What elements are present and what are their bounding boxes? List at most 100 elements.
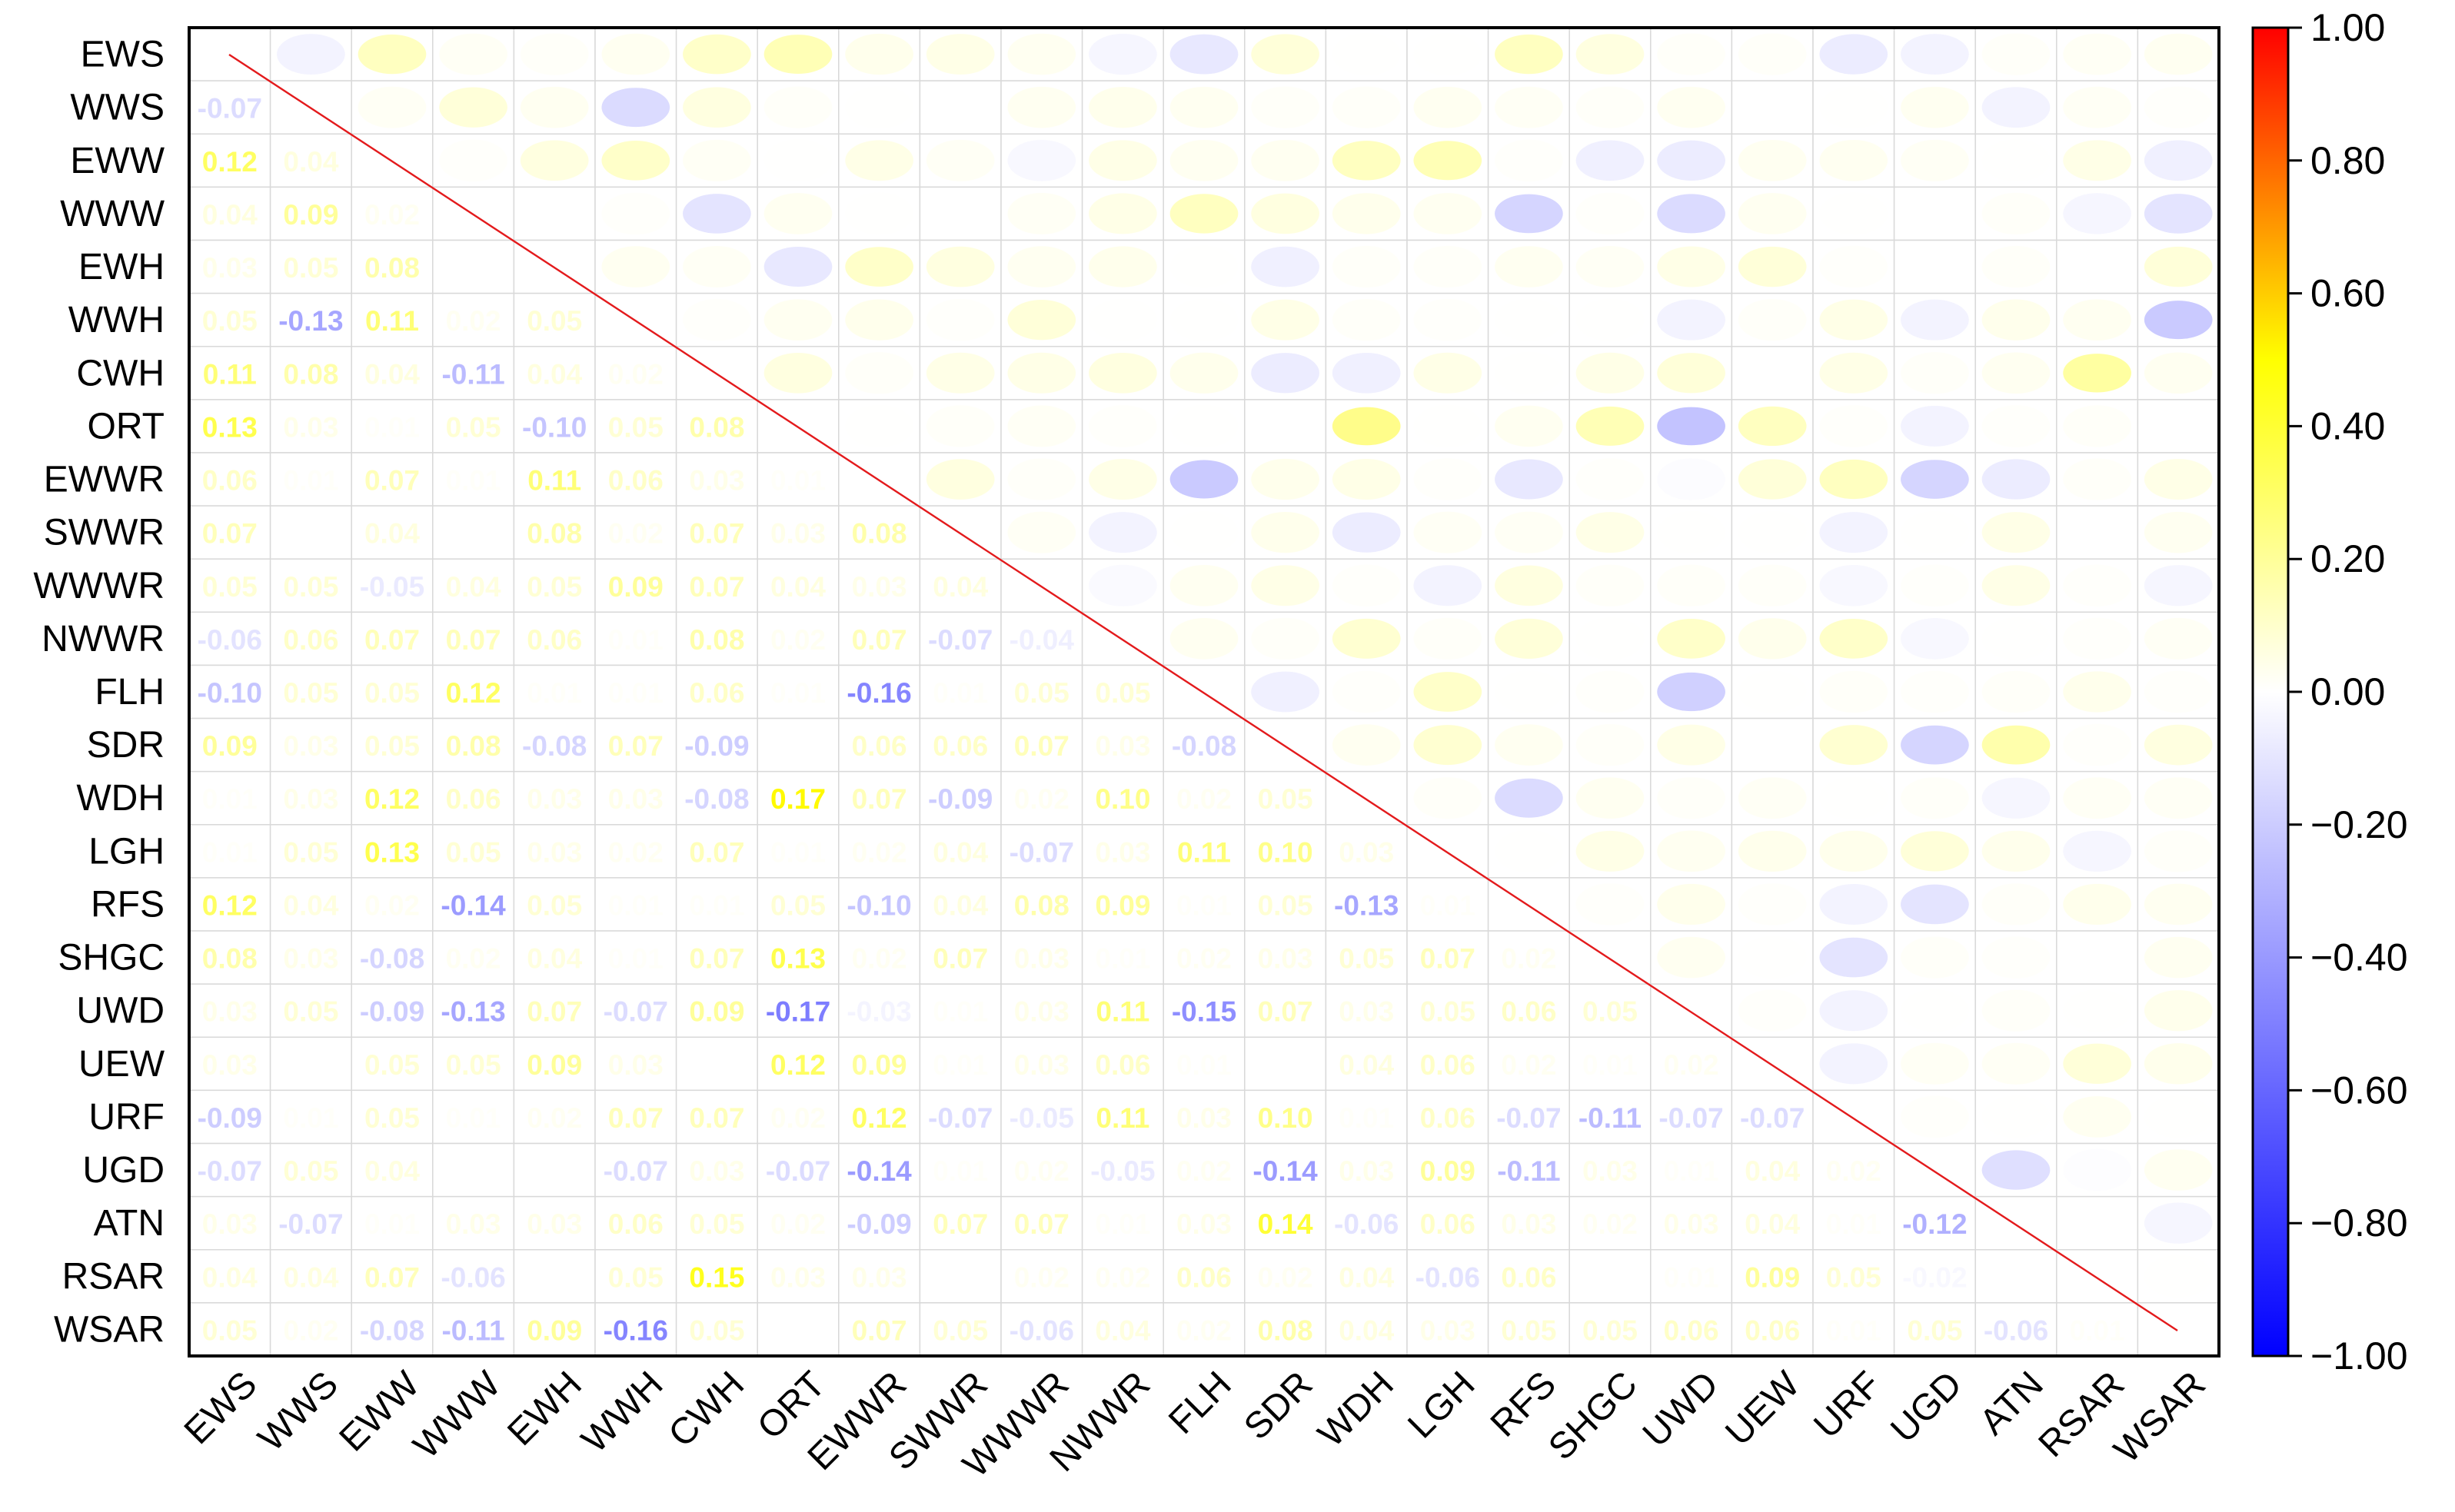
ellipse-SHGC-RSAR bbox=[2063, 935, 2131, 979]
ellipse-CWH-UGD bbox=[1901, 352, 1969, 394]
cell-SWWR-SDR bbox=[1244, 505, 1327, 560]
cell-RSAR-WSAR bbox=[2137, 1249, 2220, 1304]
value-UGD-WWW: 0.00 bbox=[446, 1155, 501, 1187]
ellipse-WWS-URF bbox=[1819, 86, 1888, 129]
value-WSAR-ORT: 0.00 bbox=[770, 1314, 826, 1346]
cell-ATN-SWWR bbox=[919, 1195, 1002, 1251]
cell-SHGC-URF bbox=[1812, 930, 1895, 985]
value-SHGC-WWWR: 0.03 bbox=[1014, 943, 1069, 975]
cell-SDR-EWH bbox=[513, 717, 596, 773]
value-ATN-UGD: -0.12 bbox=[1902, 1208, 1967, 1240]
cell-ORT-WWH bbox=[594, 399, 677, 454]
col-label-LGH: LGH bbox=[1400, 1364, 1482, 1446]
cell-WWS-WWH bbox=[594, 80, 677, 135]
cell-LGH-UGD bbox=[1893, 824, 1976, 879]
cell-RFS-WWWR bbox=[1000, 877, 1083, 932]
ellipse-ORT-RFS bbox=[1495, 405, 1563, 447]
value-SHGC-ORT: 0.13 bbox=[770, 943, 826, 975]
cell-EWS-WSAR bbox=[2137, 27, 2220, 81]
value-URF-ORT: 0.02 bbox=[770, 1102, 826, 1134]
value-WSAR-SDR: 0.08 bbox=[1258, 1314, 1313, 1346]
cell-RSAR-SHGC bbox=[1568, 1249, 1652, 1304]
cell-UEW-FLH bbox=[1163, 1036, 1246, 1092]
value-ATN-EWS: 0.03 bbox=[202, 1208, 258, 1240]
ellipse-EWW-CWH bbox=[683, 139, 751, 181]
cell-UWD-RFS bbox=[1487, 983, 1570, 1038]
cell-WWWR-LGH bbox=[1406, 558, 1489, 613]
value-UGD-SDR: -0.14 bbox=[1252, 1155, 1318, 1187]
value-WWWR-WWH: 0.09 bbox=[608, 571, 664, 603]
cell-SHGC-SDR bbox=[1244, 930, 1327, 985]
value-UEW-WDH: 0.04 bbox=[1339, 1049, 1394, 1081]
value-UEW-WWS: 0.00 bbox=[283, 1049, 338, 1081]
value-SWWR-EWH: 0.08 bbox=[527, 518, 582, 550]
row-label-ORT: ORT bbox=[88, 406, 165, 447]
value-RFS-WWH: 0.01 bbox=[608, 889, 664, 921]
value-UGD-EWWR: -0.14 bbox=[847, 1155, 912, 1187]
ellipse-CWH-UEW bbox=[1738, 351, 1807, 394]
value-ATN-CWH: 0.05 bbox=[689, 1208, 744, 1240]
row-label-RSAR: RSAR bbox=[62, 1256, 165, 1297]
cell-WWS-WWWR bbox=[1000, 80, 1083, 135]
cell-EWS-ATN bbox=[1974, 27, 2057, 81]
value-WWWR-SWWR: 0.04 bbox=[933, 571, 988, 603]
cell-CWH-WWH bbox=[594, 345, 677, 400]
cell-CWH-ATN bbox=[1974, 345, 2057, 400]
value-RSAR-EWW: 0.07 bbox=[364, 1261, 420, 1293]
cell-UGD-EWH bbox=[513, 1142, 596, 1198]
cell-ATN-LGH bbox=[1406, 1195, 1489, 1251]
value-UEW-LGH: 0.06 bbox=[1420, 1049, 1475, 1081]
cell-EWW-LGH bbox=[1406, 133, 1489, 188]
cell-WWWR-ORT bbox=[757, 558, 840, 613]
cell-EWW-UGD bbox=[1893, 133, 1976, 188]
cell-UEW-ATN bbox=[1974, 1036, 2057, 1092]
value-RFS-FLH: 0.01 bbox=[1176, 889, 1232, 921]
cell-RSAR-WWS bbox=[269, 1249, 352, 1304]
value-EWW-EWS: 0.12 bbox=[202, 146, 258, 178]
value-WSAR-RSAR: 0.01 bbox=[2070, 1314, 2125, 1346]
cell-ORT-UGD bbox=[1893, 399, 1976, 454]
cell-LGH-WWH bbox=[594, 824, 677, 879]
cell-UGD-ATN bbox=[1974, 1142, 2057, 1198]
value-RSAR-EWWR: 0.03 bbox=[852, 1261, 907, 1293]
value-RSAR-WDH: 0.04 bbox=[1339, 1261, 1394, 1293]
value-ATN-EWWR: -0.09 bbox=[847, 1208, 911, 1240]
value-WDH-WWS: 0.03 bbox=[283, 783, 338, 815]
value-RSAR-SWWR: 0.00 bbox=[933, 1261, 988, 1293]
cell-UEW-WWWR bbox=[1000, 1036, 1083, 1092]
ellipse-FLH-UGD bbox=[1901, 670, 1969, 713]
row-label-URF: URF bbox=[88, 1097, 165, 1138]
cell-EWW-SHGC bbox=[1568, 133, 1652, 188]
ellipse-EWWR-SDR bbox=[1251, 458, 1319, 500]
ellipse-WDH-UEW bbox=[1738, 777, 1807, 819]
cell-FLH-WDH bbox=[1325, 664, 1408, 719]
col-label-WWW: WWW bbox=[406, 1364, 509, 1467]
cell-ATN-EWWR bbox=[838, 1195, 921, 1251]
value-UWD-ORT: -0.17 bbox=[766, 996, 830, 1028]
cell-LGH-SHGC bbox=[1568, 824, 1652, 879]
cell-WWS-SHGC bbox=[1568, 80, 1652, 135]
cell-WWWR-EWS bbox=[188, 558, 271, 613]
value-WWWR-EWS: 0.05 bbox=[202, 571, 258, 603]
cell-NWWR-WSAR bbox=[2137, 611, 2220, 666]
cell-RFS-LGH bbox=[1406, 877, 1489, 932]
ellipse-EWWR-UGD bbox=[1901, 460, 1969, 499]
cell-WWW-ORT bbox=[757, 186, 840, 241]
cell-EWH-WDH bbox=[1325, 239, 1408, 294]
cell-EWW-RFS bbox=[1487, 133, 1570, 188]
ellipse-WWWR-RSAR bbox=[2063, 564, 2131, 607]
value-UEW-RFS: 0.02 bbox=[1501, 1049, 1556, 1081]
cell-EWS-UEW bbox=[1731, 27, 1814, 81]
ellipse-WWWR-UEW bbox=[1738, 564, 1807, 606]
value-LGH-ORT: 0.01 bbox=[770, 836, 826, 868]
cell-CWH-SHGC bbox=[1568, 345, 1652, 400]
cell-WWWR-WWWR bbox=[1000, 558, 1083, 613]
ellipse-EWH-SWWR bbox=[926, 246, 995, 287]
value-WWWR-WWS: 0.05 bbox=[283, 571, 338, 603]
ellipse-UEW-UGD bbox=[1901, 1042, 1969, 1085]
ellipse-ORT-SDR bbox=[1251, 404, 1319, 448]
value-FLH-EWW: 0.05 bbox=[364, 677, 420, 709]
ellipse-LGH-WSAR bbox=[2144, 830, 2213, 872]
value-URF-EWS: -0.09 bbox=[198, 1102, 262, 1134]
cell-SWWR-UGD bbox=[1893, 505, 1976, 560]
